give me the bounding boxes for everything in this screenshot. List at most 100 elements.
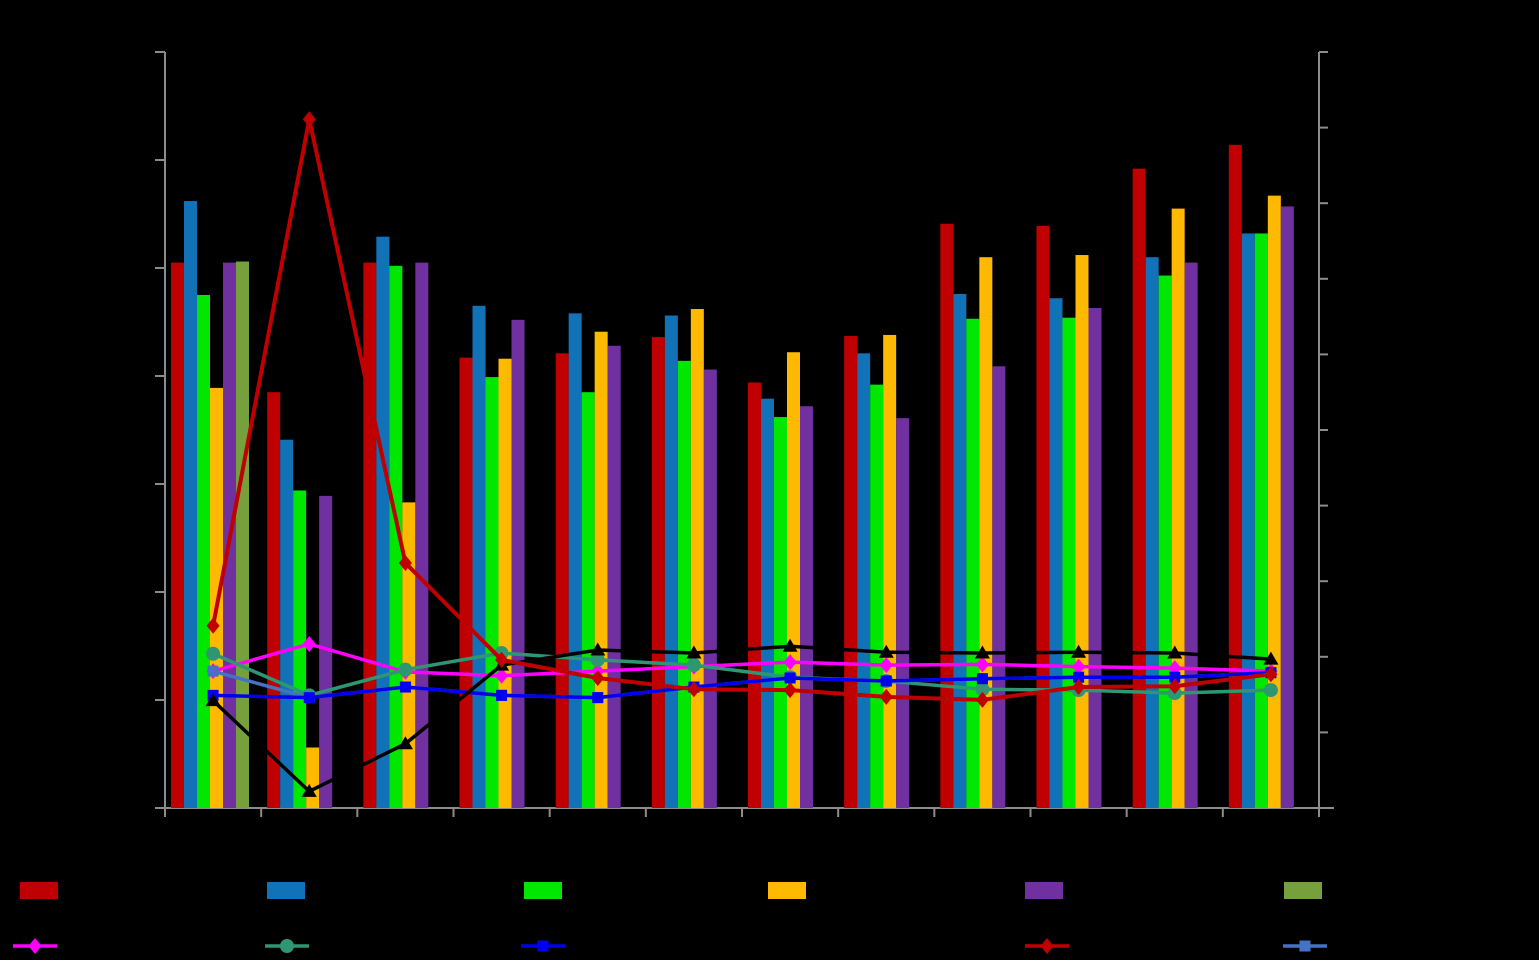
- blue-bars-bar: [953, 293, 967, 808]
- green-bars-bar: [197, 295, 210, 808]
- gold-bars-bar: [1075, 255, 1089, 809]
- blue-square-line-marker: [303, 692, 315, 704]
- red-bars-bar: [748, 382, 761, 808]
- legend-seagreen-circle-line: [265, 939, 309, 953]
- blue-square-line-marker: [496, 689, 508, 701]
- purple-bars-bar: [1280, 206, 1294, 808]
- red-bars-bar: [555, 353, 569, 808]
- seagreen-circle-line-path: [212, 651, 1271, 698]
- blue-bars-bar: [1145, 257, 1159, 808]
- purple-bars-bar: [607, 345, 621, 808]
- page-margin-strip: [0, 960, 1539, 974]
- legend-olive-bars: [1284, 882, 1322, 899]
- seagreen-circle-line-marker: [206, 646, 221, 661]
- darkred-diamond-line-marker: [591, 669, 605, 686]
- legend-gold-bars-swatch: [768, 882, 806, 899]
- darkred-diamond-line-path: [211, 118, 1272, 702]
- red-bars-bar: [651, 337, 665, 808]
- blue-square-line-marker: [880, 675, 892, 687]
- seagreen-circle-line-marker: [398, 662, 413, 677]
- blue-square-line-marker: [592, 692, 604, 704]
- magenta-diamond-line-marker: [975, 656, 989, 673]
- gold-bars-bar: [306, 747, 320, 808]
- red-bars-bar: [940, 223, 954, 809]
- red-bars-bar: [844, 336, 858, 808]
- black-triangle-line-marker: [397, 736, 413, 750]
- darkred-diamond-line-marker: [495, 651, 509, 668]
- green-bars-bar: [293, 490, 307, 808]
- purple-bars-bar: [1184, 262, 1198, 809]
- green-bars-bar: [677, 360, 691, 808]
- purple-bars-bar: [896, 418, 910, 808]
- magenta-diamond-line-marker: [302, 635, 316, 652]
- legend-blue-bars-swatch: [267, 882, 305, 899]
- red-bars-bar: [363, 262, 377, 809]
- darkred-diamond-line-marker: [687, 681, 701, 698]
- olive-bars: [236, 261, 249, 808]
- blue-square-line-marker: [784, 672, 796, 684]
- olive-bars-bar: [236, 261, 249, 808]
- darkred-diamond-line-marker: [879, 688, 893, 705]
- legend-darkred-diamond-line-marker: [1040, 938, 1054, 954]
- green-bars-bar: [1158, 275, 1172, 808]
- legend-steelblue-square-line: [1283, 940, 1327, 952]
- lines-layer: [205, 111, 1279, 797]
- gold-bars-bar: [787, 352, 800, 808]
- green-bars-bar: [870, 384, 884, 808]
- legend-gold-bars: [768, 882, 806, 899]
- darkred-diamond-line-marker: [1072, 679, 1086, 696]
- red-bars-bar: [267, 392, 281, 808]
- legend-seagreen-circle-line-marker: [280, 939, 294, 953]
- seagreen-circle-line-marker: [975, 682, 990, 697]
- legend-black-triangle-line: [768, 938, 812, 952]
- axis-ticks-layer: [155, 51, 1328, 817]
- bars-layer: [171, 144, 1294, 809]
- blue-bars-bar: [664, 315, 678, 808]
- black-triangle-line-marker: [1263, 651, 1279, 665]
- steelblue-square-line-marker: [207, 665, 219, 677]
- blue-bars-bar: [472, 305, 486, 808]
- gold-bars-bar: [498, 358, 512, 808]
- gold-bars-bar: [402, 502, 416, 808]
- green-bars-bar: [966, 318, 980, 808]
- seagreen-circle-line-marker: [590, 652, 605, 667]
- red-bars-bar: [459, 357, 473, 808]
- darkred-diamond-line-marker: [398, 555, 412, 572]
- purple-bars-bar: [992, 366, 1006, 808]
- darkred-diamond-line-marker: [302, 111, 316, 128]
- purple-bars-bar: [703, 369, 717, 808]
- magenta-diamond-line-marker: [1072, 658, 1086, 675]
- gold-bars-bar: [594, 331, 608, 808]
- black-triangle-line-marker: [590, 642, 606, 656]
- gold-bars-bar: [979, 257, 993, 808]
- legend-magenta-diamond-line: [13, 938, 57, 954]
- black-triangle-line-marker: [974, 645, 990, 659]
- green-bars-bar: [1062, 317, 1076, 808]
- legend-blue-bars: [267, 882, 305, 899]
- darkred-diamond-line-marker: [206, 617, 220, 634]
- purple-bars-bar: [319, 495, 333, 808]
- blue-bars-bar: [1049, 298, 1063, 808]
- seagreen-circle-line-marker: [686, 658, 701, 673]
- darkred-diamond-line-marker: [1264, 666, 1278, 683]
- legend-red-bars-swatch: [20, 882, 58, 899]
- blue-square-line-marker: [399, 681, 411, 693]
- legend-red-bars: [20, 882, 58, 899]
- black-triangle-line-marker: [301, 783, 317, 797]
- legend: [13, 882, 1327, 954]
- blue-bars-bar: [761, 398, 774, 808]
- blue-square-line-path: [213, 670, 1271, 700]
- red-bars-bar: [171, 262, 184, 809]
- gold-bars-bar: [690, 309, 704, 808]
- black-triangle-line-marker: [205, 693, 221, 707]
- black-triangle-line-marker: [878, 644, 894, 658]
- legend-purple-bars-swatch: [1025, 882, 1063, 899]
- purple-bars-bar: [800, 406, 813, 808]
- magenta-diamond-line-marker: [783, 654, 797, 671]
- magenta-diamond-line-marker: [495, 667, 509, 684]
- gold-bars-bar: [883, 334, 897, 808]
- black-triangle-line-marker: [686, 645, 702, 659]
- red-bars: [171, 144, 1242, 809]
